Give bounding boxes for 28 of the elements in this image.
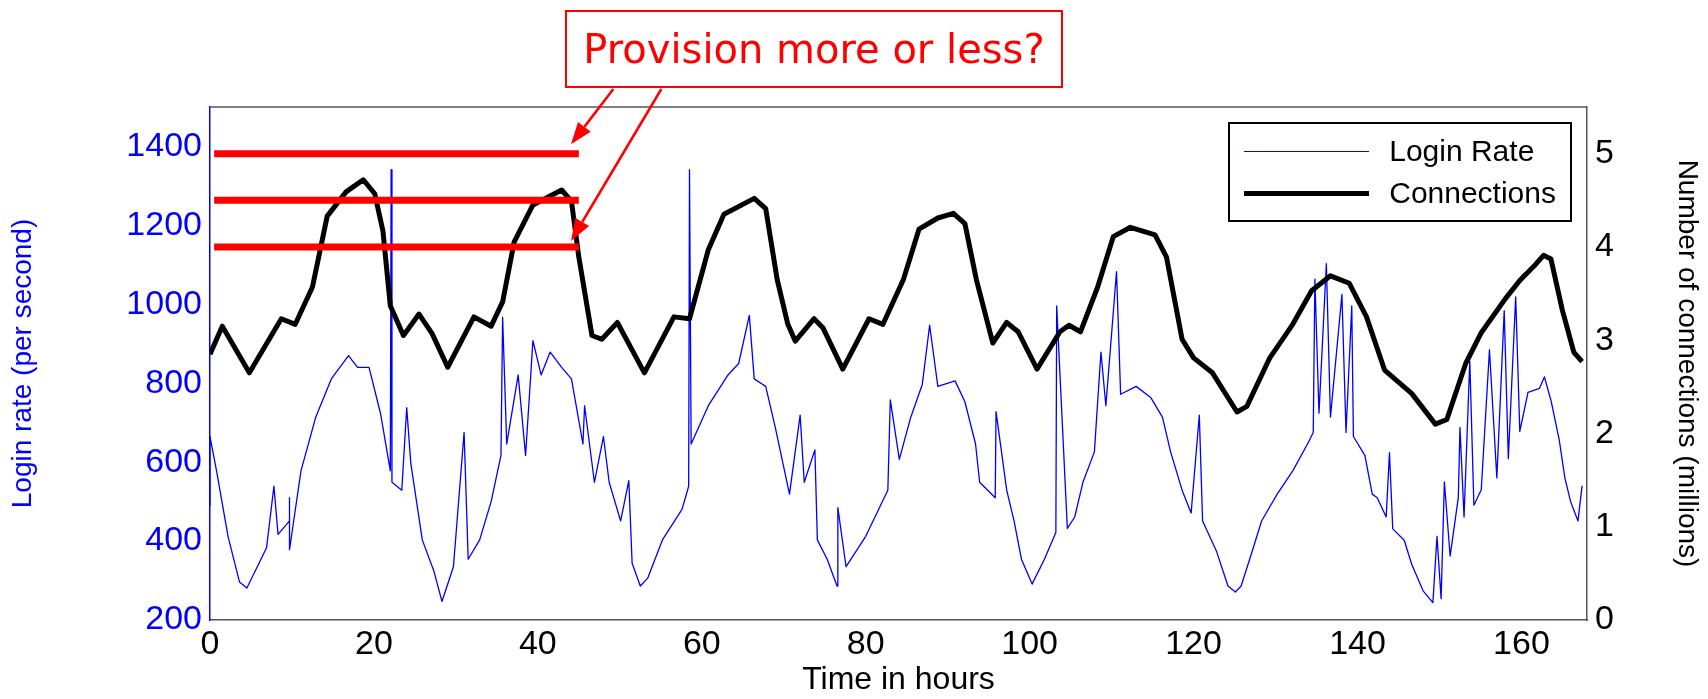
y-tick-label: 1400 [126,124,202,163]
y-tick-label: 600 [145,440,202,479]
y2-tick-label: 1 [1595,505,1614,544]
legend-label: Login Rate [1389,134,1535,168]
y2-axis-title: Number of connections (millions) [1673,159,1705,568]
y-tick-label: 200 [145,598,202,637]
y2-tick-label: 5 [1595,132,1614,171]
x-tick-label: 140 [1329,622,1386,661]
x-tick-label: 20 [355,622,393,661]
annotation: Provision more or less? [565,10,1063,88]
y2-tick-label: 3 [1595,318,1614,357]
y-axis-title: Login rate (per second) [5,218,37,509]
y2-tick-label: 0 [1595,598,1614,637]
y-tick-label: 800 [145,361,202,400]
x-tick-label: 80 [846,622,885,661]
x-tick-label: 60 [682,622,721,661]
y2-tick-label: 4 [1595,225,1614,264]
x-axis-title: Time in hours [802,659,995,696]
x-tick-label: 100 [1001,622,1059,661]
y-tick-label: 1200 [126,203,202,242]
x-tick-label: 0 [200,622,220,661]
y-tick-label: 1000 [126,282,202,321]
y2-tick-label: 2 [1595,411,1614,450]
x-tick-label: 160 [1493,622,1550,661]
x-tick-label: 120 [1165,622,1222,661]
legend-label: Connections [1389,176,1556,210]
y-tick-label: 400 [145,519,202,558]
x-tick-label: 40 [518,622,557,661]
